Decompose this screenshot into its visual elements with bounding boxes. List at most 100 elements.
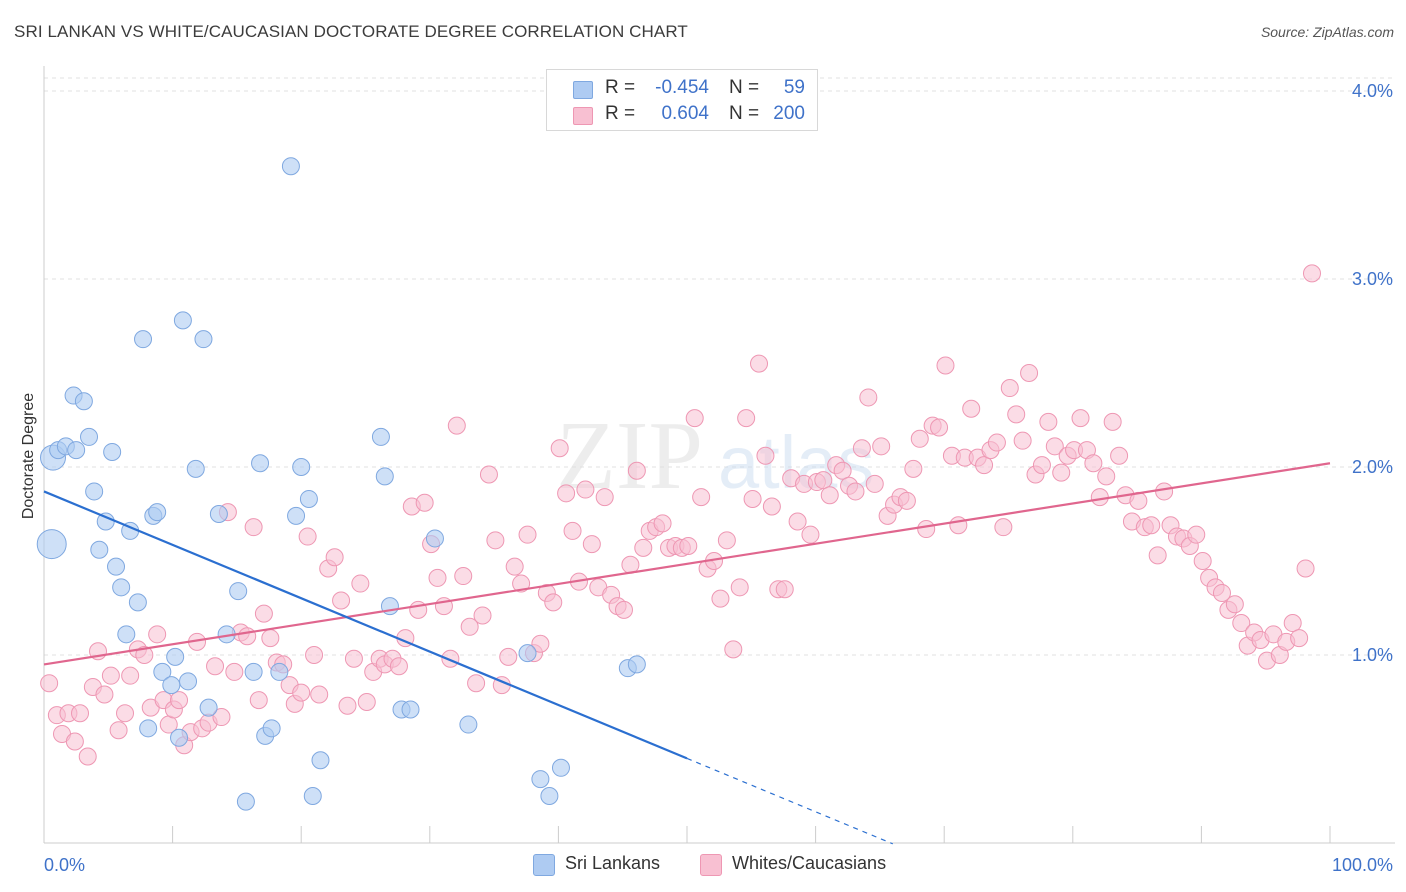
whites-caucasians-point [762,497,781,516]
whites-caucasians-point [1110,446,1129,465]
whites-caucasians-point [1013,431,1032,450]
sri-lankans-point [518,644,537,663]
whites-caucasians-point [833,461,852,480]
whites-caucasians-point [1283,614,1302,633]
whites-caucasians-point [512,574,531,593]
whites-caucasians-point [332,591,351,610]
sri-lankans-point [162,676,181,695]
whites-caucasians-point [473,606,492,625]
whites-caucasians-point [460,617,479,636]
whites-caucasians-point [499,647,518,666]
series-legend: Sri Lankans Whites/Caucasians [0,851,1406,879]
whites-caucasians-point [1290,629,1309,648]
whites-caucasians-point [101,666,120,685]
sri-lankans-point [209,505,228,523]
whites-caucasians-point [930,418,949,437]
whites-caucasians-point [994,518,1013,537]
whites-caucasians-point [135,646,154,664]
whites-caucasians-point [614,600,633,619]
series-label-whites: Whites/Caucasians [732,853,887,873]
sri-lankans-point [244,662,263,681]
trend-lines [43,462,1331,845]
series-swatch-blue [533,854,555,876]
whites-caucasians-point [814,471,833,490]
sri-lankans-point [303,787,322,805]
sri-lankans-point [531,770,550,789]
whites-caucasians-point [338,696,357,715]
whites-caucasians-point [389,657,408,676]
whites-caucasians-point [550,439,569,458]
whites-caucasians-point [724,640,743,659]
whites-caucasians-point [428,568,447,587]
whites-caucasians-point [685,409,704,428]
legend-r-label: R = [605,103,636,124]
legend-r-label: R = [605,77,636,98]
tick-labels: 1.0% 2.0% 3.0% 4.0% 0.0% 100.0% [44,81,1393,875]
whites-caucasians-point [254,604,273,623]
sri-lankans-point [375,467,394,486]
y-tick-label: 1.0% [1352,645,1393,665]
sri-lankans-point [229,582,248,601]
sri-lankans-point [551,758,570,777]
whites-caucasians-point [557,484,576,503]
chart-title: SRI LANKAN VS WHITE/CAUCASIAN DOCTORATE … [14,22,688,41]
sri-lankans-point [179,672,198,691]
whites-caucasians-point [109,721,128,740]
sri-lankans-point [139,719,158,738]
whites-caucasians-point [1187,525,1206,544]
y-tick-label: 3.0% [1352,269,1393,289]
whites-caucasians-point [1039,412,1058,431]
sri-lankans-point [199,698,218,717]
whites-caucasians-point [1142,516,1161,535]
sri-lankans-point [425,529,444,548]
whites-caucasians-point [627,461,646,480]
sri-lankans-points [36,157,646,811]
whites-caucasians-point [859,388,878,407]
sri-lankans-point [262,719,281,738]
whites-caucasians-point [325,548,344,567]
legend-n-label: N = [729,103,760,124]
sri-lankans-point [173,311,192,330]
y-axis-label: Doctorate Degree [20,393,37,519]
whites-caucasians-point [518,525,537,544]
whites-caucasians-point [544,593,563,612]
whites-caucasians-point [730,578,749,597]
whites-caucasians-point [904,459,923,478]
sri-lankans-point [459,715,478,734]
whites-caucasians-point [576,480,595,499]
sri-lankans-point [148,503,167,522]
whites-caucasians-point [1045,437,1064,456]
sri-lankans-point [134,330,153,349]
sri-lankans-point [107,557,126,576]
y-tick-label: 4.0% [1352,81,1393,101]
whites-caucasians-point [486,531,505,550]
whites-caucasians-point [505,557,524,576]
whites-caucasians-trendline [43,462,1331,666]
whites-caucasians-point [454,567,473,586]
whites-caucasians-point [121,666,140,685]
whites-caucasians-point [479,465,498,484]
sri-lankans-point [117,625,136,644]
whites-caucasians-point [212,708,231,727]
whites-caucasians-point [846,482,865,501]
whites-caucasians-point [1007,405,1026,424]
sri-lankans-point [170,728,189,747]
whites-caucasians-point [292,683,311,702]
whites-caucasians-point [1155,482,1174,501]
whites-caucasians-point [1032,456,1051,475]
whites-caucasians-point [238,627,257,646]
sri-lankans-point [270,662,289,681]
sri-lankans-trendline [43,490,688,760]
whites-caucasians-point [78,747,97,766]
legend-r-value: 0.604 [661,103,709,124]
series-swatch-pink [700,854,722,876]
whites-caucasians-point [249,691,268,710]
whites-caucasians-point [344,649,363,668]
whites-caucasians-point [1052,463,1071,482]
whites-caucasians-point [531,634,550,653]
sri-lankans-point [287,506,306,525]
whites-caucasians-point [1193,552,1212,570]
whites-caucasians-point [910,429,929,448]
whites-caucasians-point [1000,379,1019,398]
